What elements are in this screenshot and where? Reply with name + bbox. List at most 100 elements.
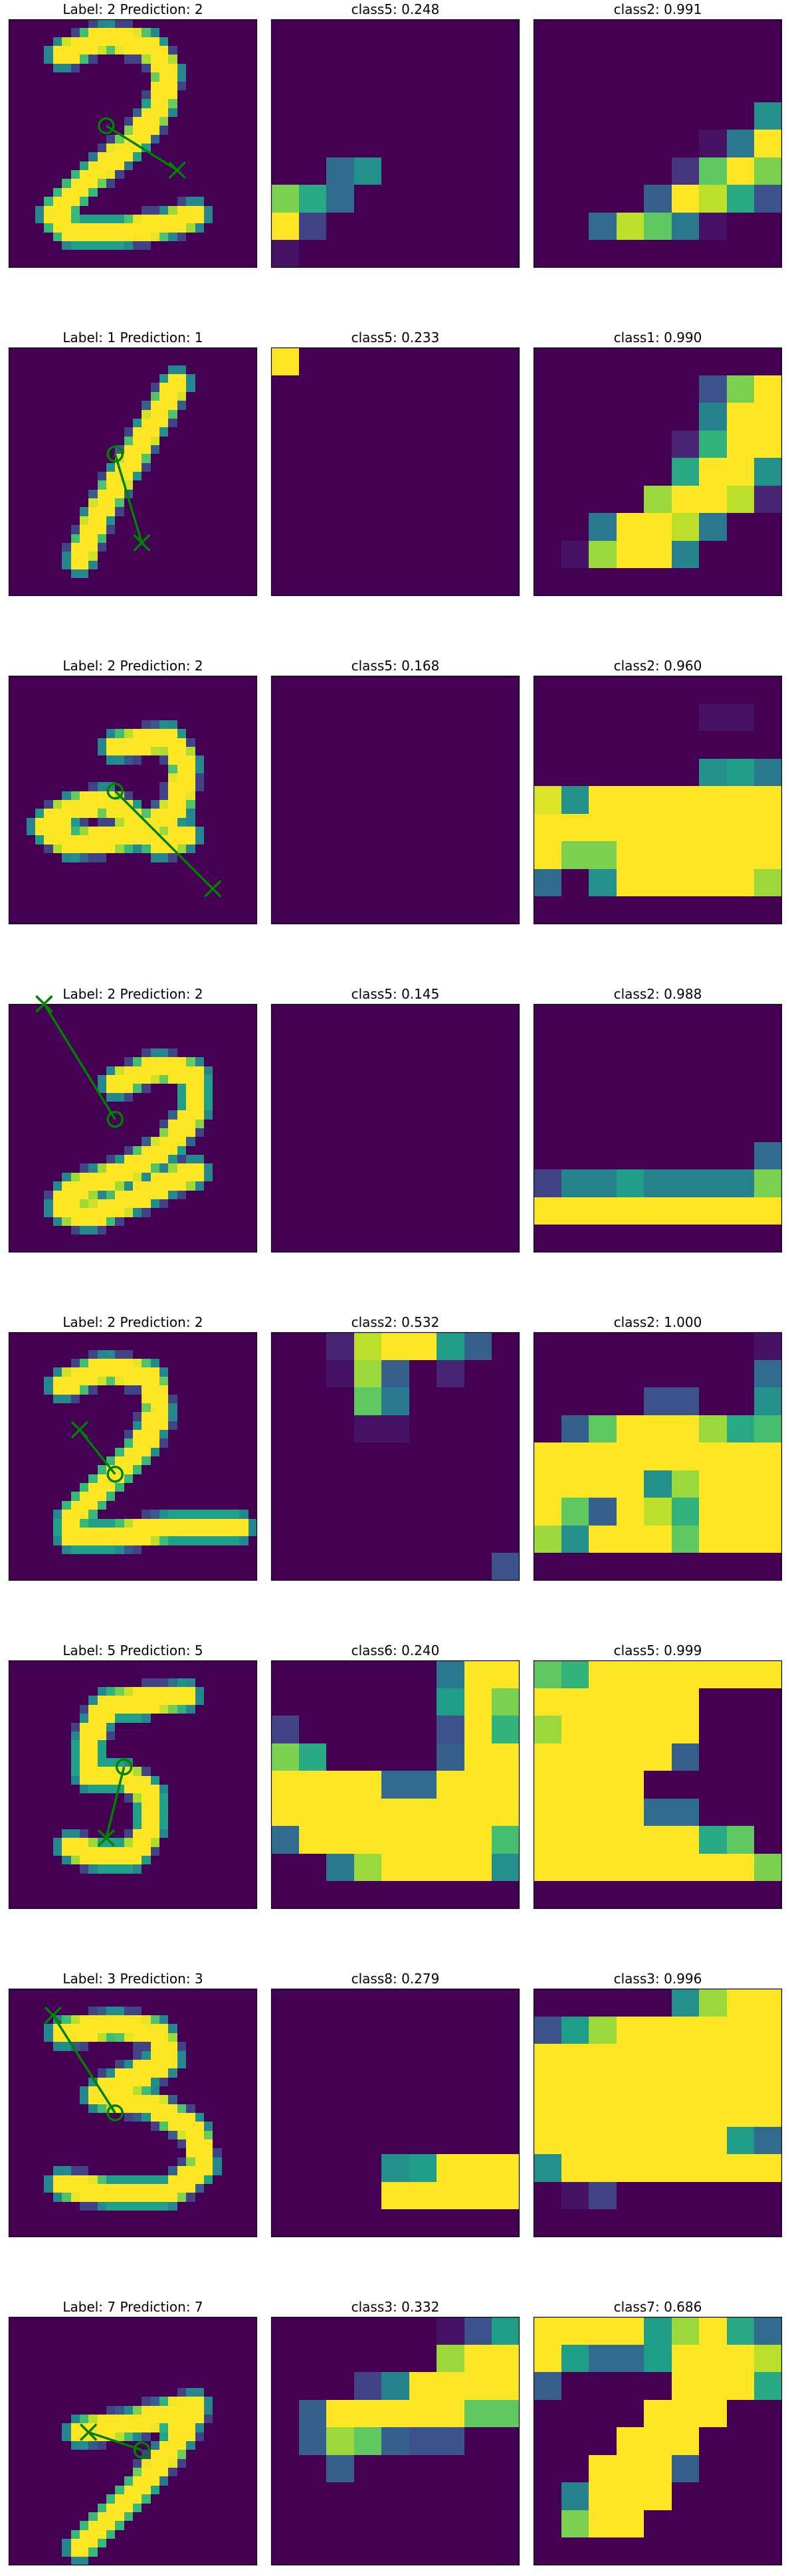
heatmap-cell <box>195 1110 204 1120</box>
heatmap-cell <box>381 841 409 869</box>
heatmap-cell <box>44 1465 53 1474</box>
heatmap-cell <box>204 410 213 419</box>
heatmap-cell <box>124 1120 133 1128</box>
heatmap-cell <box>9 99 17 108</box>
heatmap-cell <box>159 1669 168 1678</box>
heatmap-cell <box>159 1128 168 1137</box>
heatmap-cell <box>124 1687 133 1696</box>
heatmap-cell <box>151 215 159 223</box>
heatmap-cell <box>98 1572 106 1581</box>
heatmap-cell <box>186 82 195 90</box>
heatmap-cell <box>142 1102 151 1110</box>
heatmap-cell <box>231 676 239 684</box>
heatmap-cell <box>71 1377 80 1385</box>
heatmap-cell <box>561 375 589 403</box>
end-x-marker <box>133 534 151 552</box>
heatmap-cell <box>98 480 106 490</box>
heatmap-cell <box>115 1438 124 1448</box>
heatmap-cell <box>17 1687 27 1696</box>
heatmap-cell <box>381 896 409 924</box>
heatmap-cell <box>186 587 195 596</box>
heatmap-cell <box>699 1498 727 1526</box>
heatmap-cell <box>71 437 80 445</box>
heatmap-cell <box>151 1146 159 1155</box>
heatmap-cell <box>213 578 222 587</box>
heatmap-cell <box>213 1456 222 1465</box>
heatmap-cell <box>98 28 106 37</box>
heatmap-cell <box>617 869 644 896</box>
heatmap-cell <box>186 694 195 702</box>
heatmap-cell <box>168 1412 177 1421</box>
heatmap-cell <box>17 1483 27 1492</box>
heatmap-cell <box>71 1137 80 1146</box>
heatmap-cell <box>9 454 17 463</box>
heatmap-cell <box>151 1226 159 1235</box>
heatmap-cell <box>35 534 44 543</box>
heatmap-cell <box>9 1660 17 1669</box>
heatmap-cell <box>80 898 88 906</box>
heatmap-cell <box>727 240 754 268</box>
heatmap-cell <box>204 1669 213 1678</box>
heatmap-cell <box>222 223 231 233</box>
heatmap-cell <box>142 1341 151 1350</box>
heatmap-cell <box>213 188 222 197</box>
heatmap-cell <box>27 1093 35 1102</box>
heatmap-cell <box>464 1004 492 1032</box>
heatmap-cell <box>142 1359 151 1367</box>
heatmap-cell <box>159 1066 168 1075</box>
heatmap-cell <box>248 1696 257 1705</box>
heatmap-cell <box>9 206 17 215</box>
heatmap-cell <box>437 541 464 568</box>
heatmap-cell <box>159 809 168 818</box>
heatmap-cell <box>53 1669 62 1678</box>
heatmap-cell <box>35 365 44 374</box>
heatmap-cell <box>354 458 381 486</box>
heatmap-cell <box>124 1075 133 1084</box>
heatmap-cell <box>53 729 62 738</box>
heatmap-cell <box>35 19 44 28</box>
heatmap-cell <box>213 1669 222 1678</box>
heatmap-cell <box>159 1438 168 1448</box>
heatmap-cell <box>644 1387 672 1415</box>
heatmap-cell <box>98 569 106 578</box>
heatmap-cell <box>17 516 27 525</box>
heatmap-cell <box>62 534 71 543</box>
alt-activation-heatmap <box>271 19 520 268</box>
heatmap-cell <box>168 676 177 684</box>
heatmap-cell <box>62 54 71 64</box>
heatmap-cell <box>133 454 142 463</box>
heatmap-cell <box>44 347 53 356</box>
heatmap-cell <box>44 720 53 729</box>
heatmap-cell <box>106 809 115 818</box>
alt-activation-title: class5: 0.145 <box>351 986 440 1002</box>
heatmap-cell <box>464 568 492 596</box>
heatmap-cell <box>213 729 222 738</box>
heatmap-cell <box>177 1048 186 1057</box>
heatmap-cell <box>204 1421 213 1430</box>
heatmap-cell <box>464 1142 492 1169</box>
heatmap-cell <box>17 383 27 392</box>
heatmap-cell <box>231 916 239 924</box>
heatmap-cell <box>151 90 159 99</box>
heatmap-cell <box>106 401 115 410</box>
heatmap-cell <box>17 1031 27 1039</box>
heatmap-cell <box>672 240 699 268</box>
heatmap-cell <box>133 1102 142 1110</box>
heatmap-cell <box>248 1235 257 1244</box>
heatmap-cell <box>35 1395 44 1403</box>
heatmap-cell <box>151 144 159 152</box>
heatmap-cell <box>62 773 71 782</box>
heatmap-cell <box>589 240 617 268</box>
heatmap-cell <box>98 587 106 596</box>
heatmap-cell <box>17 1474 27 1483</box>
heatmap-cell <box>115 374 124 383</box>
heatmap-cell <box>381 1332 409 1360</box>
heatmap-cell <box>271 1553 299 1581</box>
heatmap-cell <box>168 906 177 916</box>
heatmap-cell <box>53 1696 62 1705</box>
heatmap-cell <box>27 1084 35 1093</box>
heatmap-cell <box>80 1048 88 1057</box>
heatmap-cell <box>204 161 213 170</box>
heatmap-cell <box>124 1031 133 1039</box>
heatmap-cell <box>168 1385 177 1395</box>
